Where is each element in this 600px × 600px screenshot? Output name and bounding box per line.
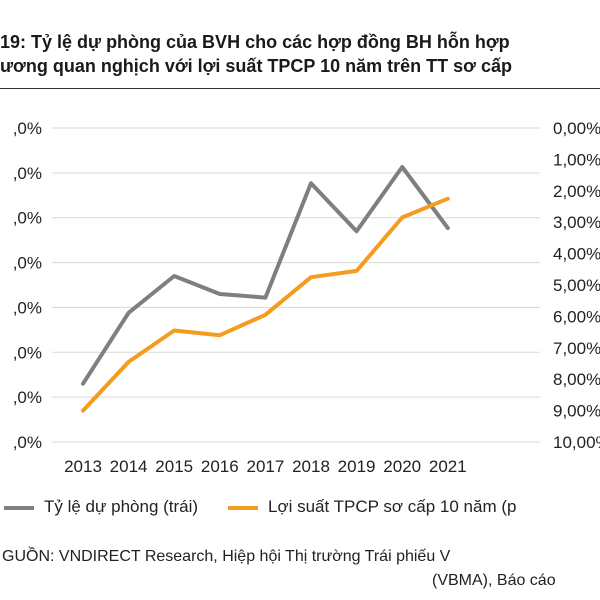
right-axis-tick-label: 1,00% xyxy=(553,150,600,169)
left-axis-tick-label: ,0% xyxy=(13,388,42,407)
x-axis-tick-label: 2019 xyxy=(338,457,376,476)
legend-label-provision-ratio: Tỷ lệ dự phòng (trái) xyxy=(44,497,199,516)
right-axis-tick-label: 10,00% xyxy=(553,433,600,452)
chart-title-line-1: 19: Tỷ lệ dự phòng của BVH cho các hợp đ… xyxy=(0,32,510,52)
bond-yield-line xyxy=(81,196,450,413)
left-axis-tick-label: ,0% xyxy=(13,343,42,362)
left-axis-tick-label: ,0% xyxy=(13,164,42,183)
x-axis-tick-label: 2018 xyxy=(292,457,330,476)
legend-swatch-bond-yield xyxy=(228,506,258,510)
right-axis-tick-label: 7,00% xyxy=(553,339,600,358)
x-axis-tick-label: 2020 xyxy=(383,457,421,476)
left-axis-tick-label: ,0% xyxy=(13,433,42,452)
chart-title: 19: Tỷ lệ dự phòng của BVH cho các hợp đ… xyxy=(0,30,600,78)
right-axis-tick-label: 9,00% xyxy=(553,402,600,421)
x-axis-tick-label: 2017 xyxy=(246,457,284,476)
right-axis-tick-label: 8,00% xyxy=(553,370,600,389)
legend-label-bond-yield: Lợi suất TPCP sơ cấp 10 năm (p xyxy=(268,497,517,516)
legend-swatch-provision-ratio xyxy=(4,506,34,510)
left-axis-tick-label: ,0% xyxy=(13,119,42,138)
left-axis-tick-label: ,0% xyxy=(13,254,42,273)
x-axis-tick-label: 2021 xyxy=(429,457,467,476)
source-line-2: (VBMA), Báo cáo xyxy=(432,572,556,589)
right-axis-tick-label: 2,00% xyxy=(553,182,600,201)
x-axis-tick-label: 2013 xyxy=(64,457,102,476)
source-note: GUỒN: VNDIRECT Research, Hiệp hội Thị tr… xyxy=(0,545,600,595)
right-axis-tick-label: 4,00% xyxy=(553,245,600,264)
x-axis-tick-label: 2014 xyxy=(110,457,148,476)
title-rule xyxy=(0,88,600,89)
x-axis-tick-label: 2015 xyxy=(155,457,193,476)
chart-legend: Tỷ lệ dự phòng (trái) Lợi suất TPCP sơ c… xyxy=(0,495,600,519)
right-axis-tick-label: 5,00% xyxy=(553,276,600,295)
x-axis-tick-label: 2016 xyxy=(201,457,239,476)
right-axis-tick-label: 0,00% xyxy=(553,119,600,138)
chart-title-line-2: ương quan nghịch với lợi suất TPCP 10 nă… xyxy=(0,56,512,76)
provision-ratio-line xyxy=(81,165,450,386)
source-line-1: GUỒN: VNDIRECT Research, Hiệp hội Thị tr… xyxy=(2,548,451,565)
right-axis-tick-label: 3,00% xyxy=(553,213,600,232)
right-axis-tick-label: 6,00% xyxy=(553,307,600,326)
left-axis-tick-label: ,0% xyxy=(13,298,42,317)
line-chart: ,0% ,0% ,0% ,0% ,0% ,0% ,0% ,0% 0,00% 1,00% 2,00% 3… xyxy=(13,119,600,476)
left-axis-tick-label: ,0% xyxy=(13,209,42,228)
